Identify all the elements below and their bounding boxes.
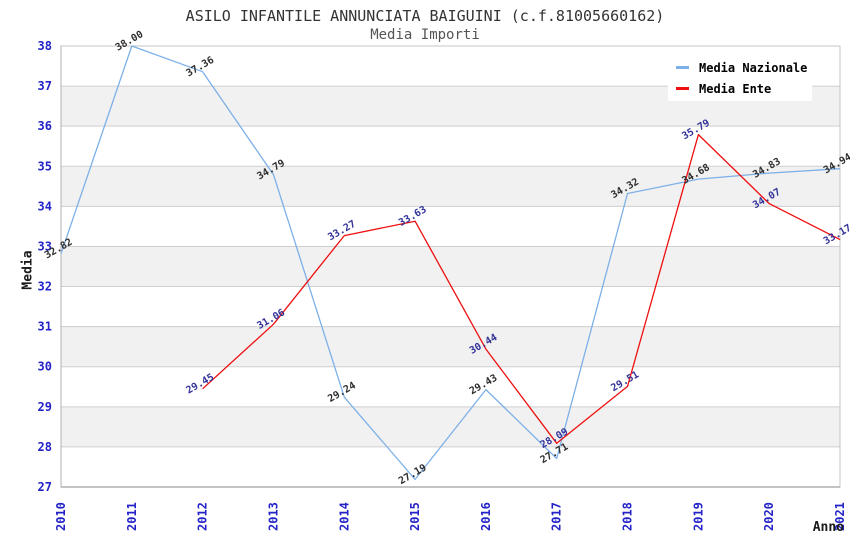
- y-tick-label: 35: [38, 159, 52, 173]
- plot-band: [61, 126, 840, 167]
- x-tick-label: 2013: [266, 502, 280, 531]
- y-tick-label: 32: [38, 280, 52, 294]
- plot-band: [61, 326, 840, 367]
- y-tick-label: 27: [38, 480, 52, 494]
- x-tick-label: 2015: [408, 502, 422, 531]
- y-tick-label: 34: [38, 199, 52, 213]
- plot-band: [61, 446, 840, 487]
- plot-band: [61, 246, 840, 287]
- x-tick-label: 2014: [337, 502, 351, 531]
- legend-marker-media-ente: [676, 87, 689, 90]
- chart-subtitle: Media Importi: [370, 27, 480, 43]
- legend-marker-media-nazionale: [676, 66, 689, 69]
- x-tick-label: 2011: [125, 502, 139, 531]
- y-tick-label: 36: [38, 119, 52, 133]
- x-tick-label: 2012: [196, 502, 210, 531]
- y-tick-label: 38: [38, 39, 52, 53]
- y-tick-label: 31: [38, 320, 52, 334]
- legend-entry-media-ente: Media Ente: [676, 78, 812, 99]
- x-tick-label: 2020: [762, 502, 776, 531]
- y-tick-label: 37: [38, 79, 52, 93]
- y-tick-label: 29: [38, 400, 52, 414]
- x-tick-label: 2010: [54, 502, 68, 531]
- series-line-media-ente: [202, 133, 841, 444]
- y-tick-label: 33: [38, 239, 52, 253]
- legend-entry-media-nazionale: Media Nazionale: [676, 57, 812, 78]
- plot-band: [61, 366, 840, 407]
- x-axis-title: Anno: [812, 520, 844, 535]
- y-tick-label: 28: [38, 440, 52, 454]
- chart-title: ASILO INFANTILE ANNUNCIATA BAIGUINI (c.f…: [185, 7, 665, 25]
- y-tick-label: 30: [38, 360, 52, 374]
- plot-band: [61, 206, 840, 247]
- x-tick-label: 2017: [550, 502, 564, 531]
- plot-band: [61, 406, 840, 447]
- legend-label-media-ente: Media Ente: [699, 81, 772, 96]
- x-tick-label: 2018: [621, 502, 635, 531]
- series-line-media-nazionale: [60, 45, 841, 481]
- legend: Media Nazionale Media Ente: [668, 53, 812, 101]
- y-axis-title: Media: [20, 250, 36, 290]
- legend-label-media-nazionale: Media Nazionale: [699, 60, 808, 75]
- x-tick-label: 2019: [691, 502, 705, 531]
- plot-band: [61, 286, 840, 327]
- x-tick-label: 2021: [833, 502, 847, 531]
- x-tick-label: 2016: [479, 502, 493, 531]
- plot-band: [61, 166, 840, 207]
